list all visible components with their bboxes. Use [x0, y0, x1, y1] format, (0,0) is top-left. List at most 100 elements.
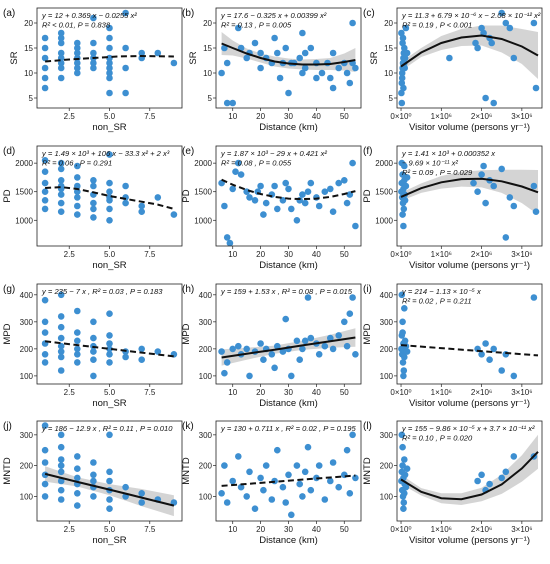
data-point	[90, 348, 97, 355]
panel-g: (g) y = 235 − 7 x , R² = 0.03 , P = 0.183…	[2, 283, 183, 409]
y-tick-label: 100	[199, 492, 213, 501]
data-point	[57, 313, 65, 320]
plot-area	[218, 159, 359, 246]
data-point	[74, 162, 81, 170]
data-point	[530, 182, 538, 190]
data-point	[346, 490, 354, 497]
data-point	[57, 165, 65, 173]
data-point	[41, 74, 49, 82]
x-axis-label: non_SR	[92, 398, 126, 409]
data-point	[327, 74, 334, 82]
data-point	[106, 205, 113, 213]
data-point	[106, 74, 113, 82]
data-point	[349, 19, 356, 27]
x-tick-label: 7.5	[144, 250, 156, 259]
data-point	[41, 493, 49, 500]
plot-frame	[396, 7, 543, 109]
y-axis-label: MNTD	[181, 457, 192, 485]
data-point	[41, 446, 49, 454]
fit-line	[400, 34, 539, 68]
y-axis-label: MNTD	[362, 457, 373, 485]
plot-area	[41, 291, 178, 380]
data-point	[307, 44, 315, 52]
data-point	[74, 39, 81, 47]
data-point	[90, 14, 97, 22]
data-point	[401, 305, 408, 312]
data-point	[246, 372, 253, 380]
data-point	[474, 188, 481, 195]
x-tick-label: 5.0	[104, 112, 116, 121]
equation-text: y = 155 − 9.86 × 10⁻⁵ x + 3.7 × 10⁻¹¹ x²	[401, 424, 535, 433]
data-point	[262, 462, 270, 469]
data-point	[90, 205, 97, 213]
x-axis-label: non_SR	[92, 122, 126, 133]
y-tick-label: 2000	[375, 159, 393, 168]
data-point	[327, 185, 334, 193]
data-point	[41, 188, 49, 195]
data-point	[293, 462, 301, 469]
data-point	[478, 24, 485, 32]
data-point	[343, 69, 351, 77]
data-point	[106, 34, 113, 42]
equation-text: R² = 0.13 , P = 0.005	[221, 21, 292, 30]
x-tick-label: 1×10⁶	[431, 112, 452, 121]
panel-label: (l)	[363, 421, 372, 432]
x-tick-label: 30	[284, 388, 293, 397]
data-point	[260, 211, 267, 218]
data-point	[401, 471, 409, 479]
x-tick-label: 10	[228, 388, 237, 397]
y-tick-label: 2000	[194, 159, 212, 168]
equation-text: y = 235 − 7 x , R² = 0.03 , P = 0.183	[41, 287, 163, 296]
y-tick-label: 300	[20, 431, 34, 440]
y-tick-label: 20	[24, 19, 33, 28]
x-tick-label: 0×10⁰	[390, 525, 411, 534]
equation-text: y = 17.6 − 0.325 x + 0.00399 x²	[220, 11, 327, 20]
panel-label: (j)	[3, 421, 12, 432]
data-point	[232, 168, 239, 175]
data-point	[106, 345, 113, 353]
panel-l: (l) y = 155 − 9.86 × 10⁻⁵ x + 3.7 × 10⁻¹¹…	[362, 420, 543, 546]
x-tick-label: 2×10⁶	[471, 388, 492, 397]
fit-line	[221, 42, 356, 66]
x-tick-label: 50	[340, 112, 349, 121]
data-point	[221, 462, 228, 469]
data-point	[41, 359, 49, 366]
equation-text: − 9.69 × 10⁻¹¹ x²	[402, 159, 458, 168]
data-point	[218, 490, 225, 497]
data-point	[474, 477, 481, 485]
data-point	[299, 345, 306, 353]
data-point	[482, 340, 489, 347]
data-point	[138, 208, 145, 215]
plot-frame	[215, 420, 362, 522]
data-point	[57, 29, 65, 37]
x-tick-label: 1×10⁶	[431, 250, 452, 259]
x-axis-label: non_SR	[92, 535, 126, 546]
data-point	[106, 496, 113, 503]
data-point	[90, 477, 97, 485]
data-point	[90, 372, 97, 380]
data-point	[138, 202, 145, 210]
data-point	[57, 64, 65, 72]
data-point	[41, 197, 49, 204]
x-tick-label: 1×10⁶	[431, 388, 452, 397]
data-point	[138, 345, 145, 353]
data-point	[57, 199, 65, 207]
data-point	[57, 177, 65, 184]
data-point	[74, 502, 81, 509]
data-point	[304, 294, 312, 301]
y-tick-label: 100	[380, 492, 394, 501]
data-point	[74, 202, 81, 210]
data-point	[398, 79, 406, 87]
data-point	[327, 334, 334, 342]
y-axis-label: MPD	[2, 323, 13, 344]
x-tick-label: 7.5	[144, 525, 156, 534]
data-point	[400, 499, 408, 506]
data-point	[106, 69, 113, 77]
data-point	[301, 64, 309, 72]
y-tick-label: 100	[20, 372, 34, 381]
y-tick-label: 200	[380, 345, 394, 354]
data-point	[229, 477, 236, 485]
data-point	[257, 49, 264, 57]
data-point	[74, 44, 81, 52]
data-point	[352, 222, 359, 230]
